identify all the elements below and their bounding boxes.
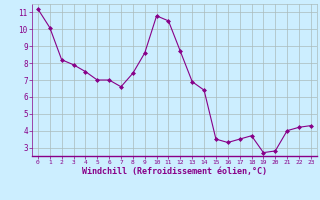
X-axis label: Windchill (Refroidissement éolien,°C): Windchill (Refroidissement éolien,°C) — [82, 167, 267, 176]
